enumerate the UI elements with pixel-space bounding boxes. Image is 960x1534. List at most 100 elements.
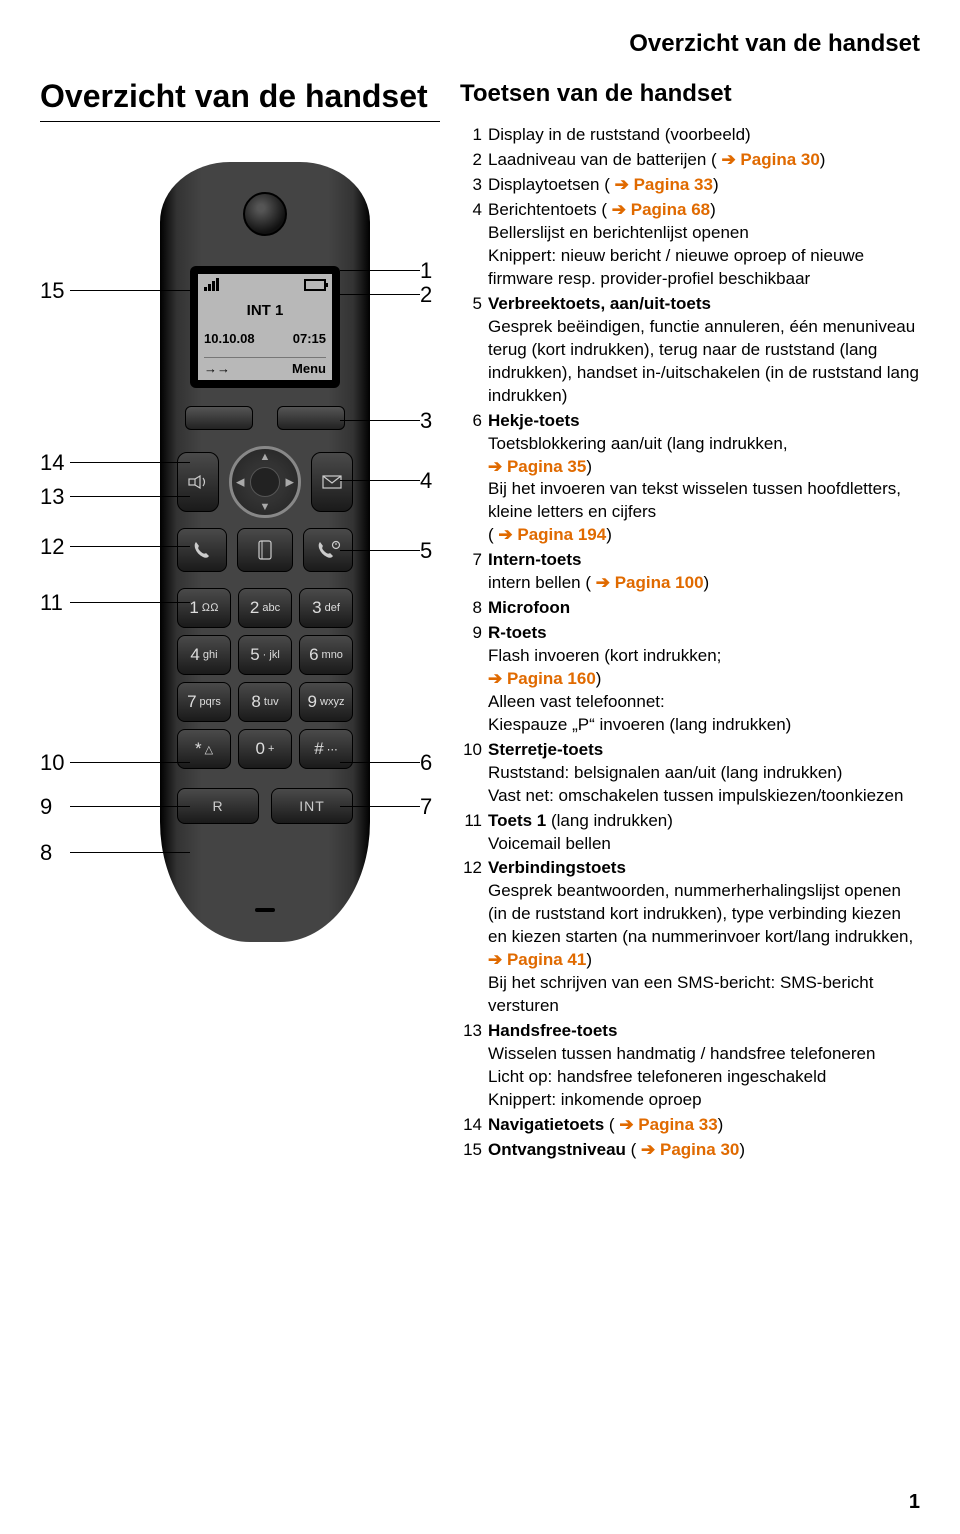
- dpad-center: [250, 467, 280, 497]
- key-item-12: 12VerbindingstoetsGesprek beantwoorden, …: [460, 857, 920, 1018]
- right-column: Toetsen van de handset 1Display in de ru…: [460, 78, 920, 1164]
- callout-7: 7: [420, 794, 432, 820]
- key-item-2: 2Laadniveau van de batterijen ( ➔ Pagina…: [460, 149, 920, 172]
- item-body: Sterretje-toetsRuststand: belsignalen aa…: [488, 739, 920, 808]
- item-body: Handsfree-toetsWisselen tussen handmatig…: [488, 1020, 920, 1112]
- item-number: 8: [460, 597, 488, 620]
- item-number: 14: [460, 1114, 488, 1137]
- item-body: Intern-toetsintern bellen ( ➔ Pagina 100…: [488, 549, 920, 595]
- callout-13: 13: [40, 484, 64, 510]
- keypad-key-9: 9wxyz: [299, 682, 353, 722]
- item-number: 4: [460, 199, 488, 291]
- speaker-icon: [243, 192, 287, 236]
- keypad-key-6: 6mno: [299, 635, 353, 675]
- keypad-key-5: 5· jkl: [238, 635, 292, 675]
- callout-4: 4: [420, 468, 432, 494]
- talk-button: [177, 528, 227, 572]
- item-number: 7: [460, 549, 488, 595]
- key-item-9: 9R-toetsFlash invoeren (kort indrukken;➔…: [460, 622, 920, 737]
- callout-8: 8: [40, 840, 52, 866]
- item-number: 12: [460, 857, 488, 1018]
- handset-diagram: INT 1 10.10.08 07:15 →→ Menu: [40, 162, 440, 942]
- keypad-key-4: 4ghi: [177, 635, 231, 675]
- item-body: Displaytoetsen ( ➔ Pagina 33): [488, 174, 920, 197]
- battery-icon: [304, 279, 326, 291]
- phonebook-button: [237, 528, 293, 572]
- screen-soft-right: Menu: [292, 361, 326, 376]
- callout-14: 14: [40, 450, 64, 476]
- keypad: 1ΩΩ2abc3def4ghi5· jkl6mno7pqrs8tuv9wxyz*…: [177, 588, 353, 769]
- key-description-list: 1Display in de ruststand (voorbeeld)2Laa…: [460, 124, 920, 1161]
- key-item-11: 11Toets 1 (lang indrukken)Voicemail bell…: [460, 810, 920, 856]
- key-item-5: 5Verbreektoets, aan/uit-toetsGesprek beë…: [460, 293, 920, 408]
- keypad-key-0: 0+: [238, 729, 292, 769]
- keypad-key-#: #⋯: [299, 729, 353, 769]
- key-item-14: 14Navigatietoets ( ➔ Pagina 33): [460, 1114, 920, 1137]
- callout-1: 1: [420, 258, 432, 284]
- key-item-15: 15Ontvangstniveau ( ➔ Pagina 30): [460, 1139, 920, 1162]
- item-body: Verbreektoets, aan/uit-toetsGesprek beëi…: [488, 293, 920, 408]
- callout-6: 6: [420, 750, 432, 776]
- key-item-4: 4Berichtentoets ( ➔ Pagina 68)Bellerslij…: [460, 199, 920, 291]
- keypad-key-*: *△: [177, 729, 231, 769]
- keypad-key-2: 2abc: [238, 588, 292, 628]
- dpad-down-icon: ▼: [260, 501, 271, 513]
- dpad-left-icon: ◀: [236, 476, 244, 489]
- page-header-title: Overzicht van de handset: [40, 30, 920, 58]
- item-number: 15: [460, 1139, 488, 1162]
- item-body: VerbindingstoetsGesprek beantwoorden, nu…: [488, 857, 920, 1018]
- page-number: 1: [909, 1491, 920, 1514]
- key-item-10: 10Sterretje-toetsRuststand: belsignalen …: [460, 739, 920, 808]
- item-body: R-toetsFlash invoeren (kort indrukken;➔ …: [488, 622, 920, 737]
- call-row: [177, 528, 353, 572]
- callout-2: 2: [420, 282, 432, 308]
- main-layout: Overzicht van de handset INT 1 10.10.08: [40, 78, 920, 1164]
- softkey-row: [185, 406, 345, 430]
- item-number: 9: [460, 622, 488, 737]
- right-section-title: Toetsen van de handset: [460, 78, 920, 110]
- keypad-key-1: 1ΩΩ: [177, 588, 231, 628]
- keypad-key-8: 8tuv: [238, 682, 292, 722]
- handsfree-button: [177, 452, 219, 512]
- callout-12: 12: [40, 534, 64, 560]
- right-softkey: [277, 406, 345, 430]
- item-body: Laadniveau van de batterijen ( ➔ Pagina …: [488, 149, 920, 172]
- item-number: 2: [460, 149, 488, 172]
- screen-int-label: INT 1: [204, 302, 326, 319]
- left-section-title: Overzicht van de handset: [40, 78, 440, 122]
- item-body: Berichtentoets ( ➔ Pagina 68)Bellerslijs…: [488, 199, 920, 291]
- item-number: 13: [460, 1020, 488, 1112]
- dpad-right-icon: ▶: [286, 476, 294, 489]
- key-item-13: 13Handsfree-toetsWisselen tussen handmat…: [460, 1020, 920, 1112]
- item-body: Ontvangstniveau ( ➔ Pagina 30): [488, 1139, 920, 1162]
- item-body: Microfoon: [488, 597, 920, 620]
- callout-5: 5: [420, 538, 432, 564]
- key-item-1: 1Display in de ruststand (voorbeeld): [460, 124, 920, 147]
- callout-9: 9: [40, 794, 52, 820]
- item-number: 11: [460, 810, 488, 856]
- item-body: Toets 1 (lang indrukken)Voicemail bellen: [488, 810, 920, 856]
- item-number: 5: [460, 293, 488, 408]
- item-number: 3: [460, 174, 488, 197]
- screen-soft-left: →→: [204, 361, 230, 376]
- callout-3: 3: [420, 408, 432, 434]
- nav-row: ▲ ▼ ◀ ▶: [177, 446, 353, 518]
- callout-15: 15: [40, 278, 64, 304]
- item-body: Hekje-toetsToetsblokkering aan/uit (lang…: [488, 410, 920, 548]
- dpad-up-icon: ▲: [260, 451, 271, 463]
- screen-time: 07:15: [293, 331, 326, 346]
- handset-body: INT 1 10.10.08 07:15 →→ Menu: [160, 162, 370, 942]
- screen-date: 10.10.08: [204, 331, 255, 346]
- navigation-pad: ▲ ▼ ◀ ▶: [229, 446, 301, 518]
- callout-10: 10: [40, 750, 64, 776]
- message-button: [311, 452, 353, 512]
- item-body: Navigatietoets ( ➔ Pagina 33): [488, 1114, 920, 1137]
- bottom-row: R INT: [177, 788, 353, 824]
- left-softkey: [185, 406, 253, 430]
- item-number: 1: [460, 124, 488, 147]
- signal-icon: [204, 278, 219, 291]
- left-column: Overzicht van de handset INT 1 10.10.08: [40, 78, 440, 1164]
- item-number: 6: [460, 410, 488, 548]
- key-item-6: 6Hekje-toetsToetsblokkering aan/uit (lan…: [460, 410, 920, 548]
- display-screen: INT 1 10.10.08 07:15 →→ Menu: [190, 266, 340, 388]
